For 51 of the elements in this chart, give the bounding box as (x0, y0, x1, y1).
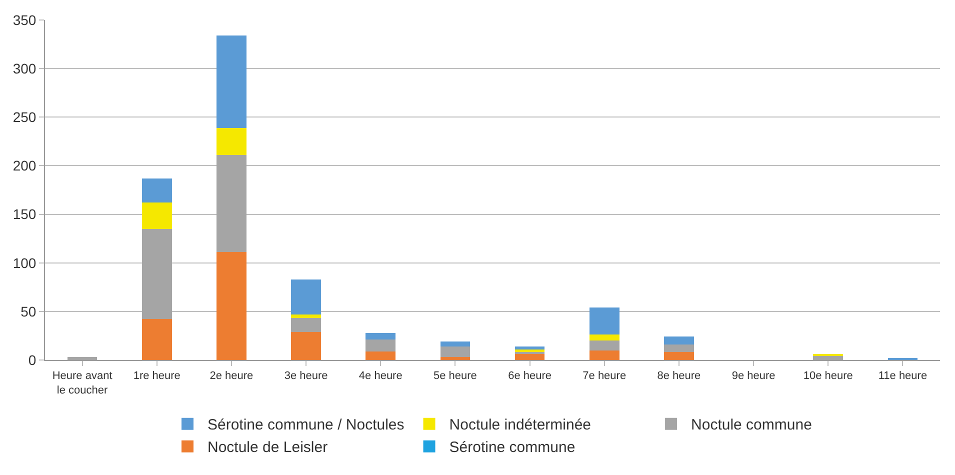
bar (142, 178, 172, 203)
x-tick-label: 6e heure (508, 370, 552, 382)
bar (514, 346, 545, 350)
bar (589, 334, 620, 341)
x-tick-label: 3e heure (284, 370, 328, 382)
bar (366, 351, 396, 360)
x-tick-label: 4e heure (358, 370, 402, 382)
x-tick-label: 2e heure (210, 370, 254, 382)
bar (216, 155, 246, 252)
legend-label: Noctule de Leisler (208, 439, 328, 456)
bar (589, 308, 620, 335)
legend-label: Sérotine commune / Noctules (208, 416, 404, 434)
x-tick-label: 8e heure (657, 370, 701, 382)
bar (216, 252, 246, 360)
bar (291, 332, 321, 360)
bar (664, 344, 694, 352)
x-tick-label: 11e heure (878, 370, 928, 382)
bar (589, 350, 620, 360)
x-tick-label: 5e heure (433, 370, 477, 382)
bar (142, 319, 172, 360)
bar (291, 318, 321, 332)
legend-label: Noctule indéterminée (449, 416, 592, 434)
y-tick-label: 250 (12, 109, 36, 126)
x-tick-label: 1re heure (133, 370, 180, 382)
y-tick-label: 100 (12, 254, 36, 271)
y-tick-label: 200 (12, 158, 36, 174)
y-tick-label: 350 (12, 12, 36, 28)
x-tick-label: 10e heure (803, 370, 853, 382)
bar (664, 336, 694, 344)
bar (440, 357, 470, 360)
bar (142, 202, 172, 229)
legend-label: Sérotine commune (449, 439, 576, 456)
bar (440, 346, 470, 358)
bar (291, 314, 321, 318)
y-tick-label: 150 (12, 206, 36, 222)
x-tick-label: 7e heure (582, 370, 626, 382)
bar (440, 342, 470, 346)
bar (366, 332, 396, 340)
legend-label: Noctule commune (691, 416, 812, 434)
bar (589, 340, 620, 350)
bar (291, 279, 321, 314)
y-tick-label: 50 (20, 303, 36, 320)
x-tick-label: 9e heure (732, 370, 776, 382)
bar (216, 36, 246, 128)
bar (142, 228, 172, 320)
y-tick-label: 0 (28, 352, 36, 368)
y-tick-label: 300 (12, 60, 36, 76)
x-tick-label: Heure avant le coucher (52, 370, 112, 396)
bar (664, 352, 694, 360)
bar (216, 128, 246, 156)
bar (366, 340, 396, 352)
